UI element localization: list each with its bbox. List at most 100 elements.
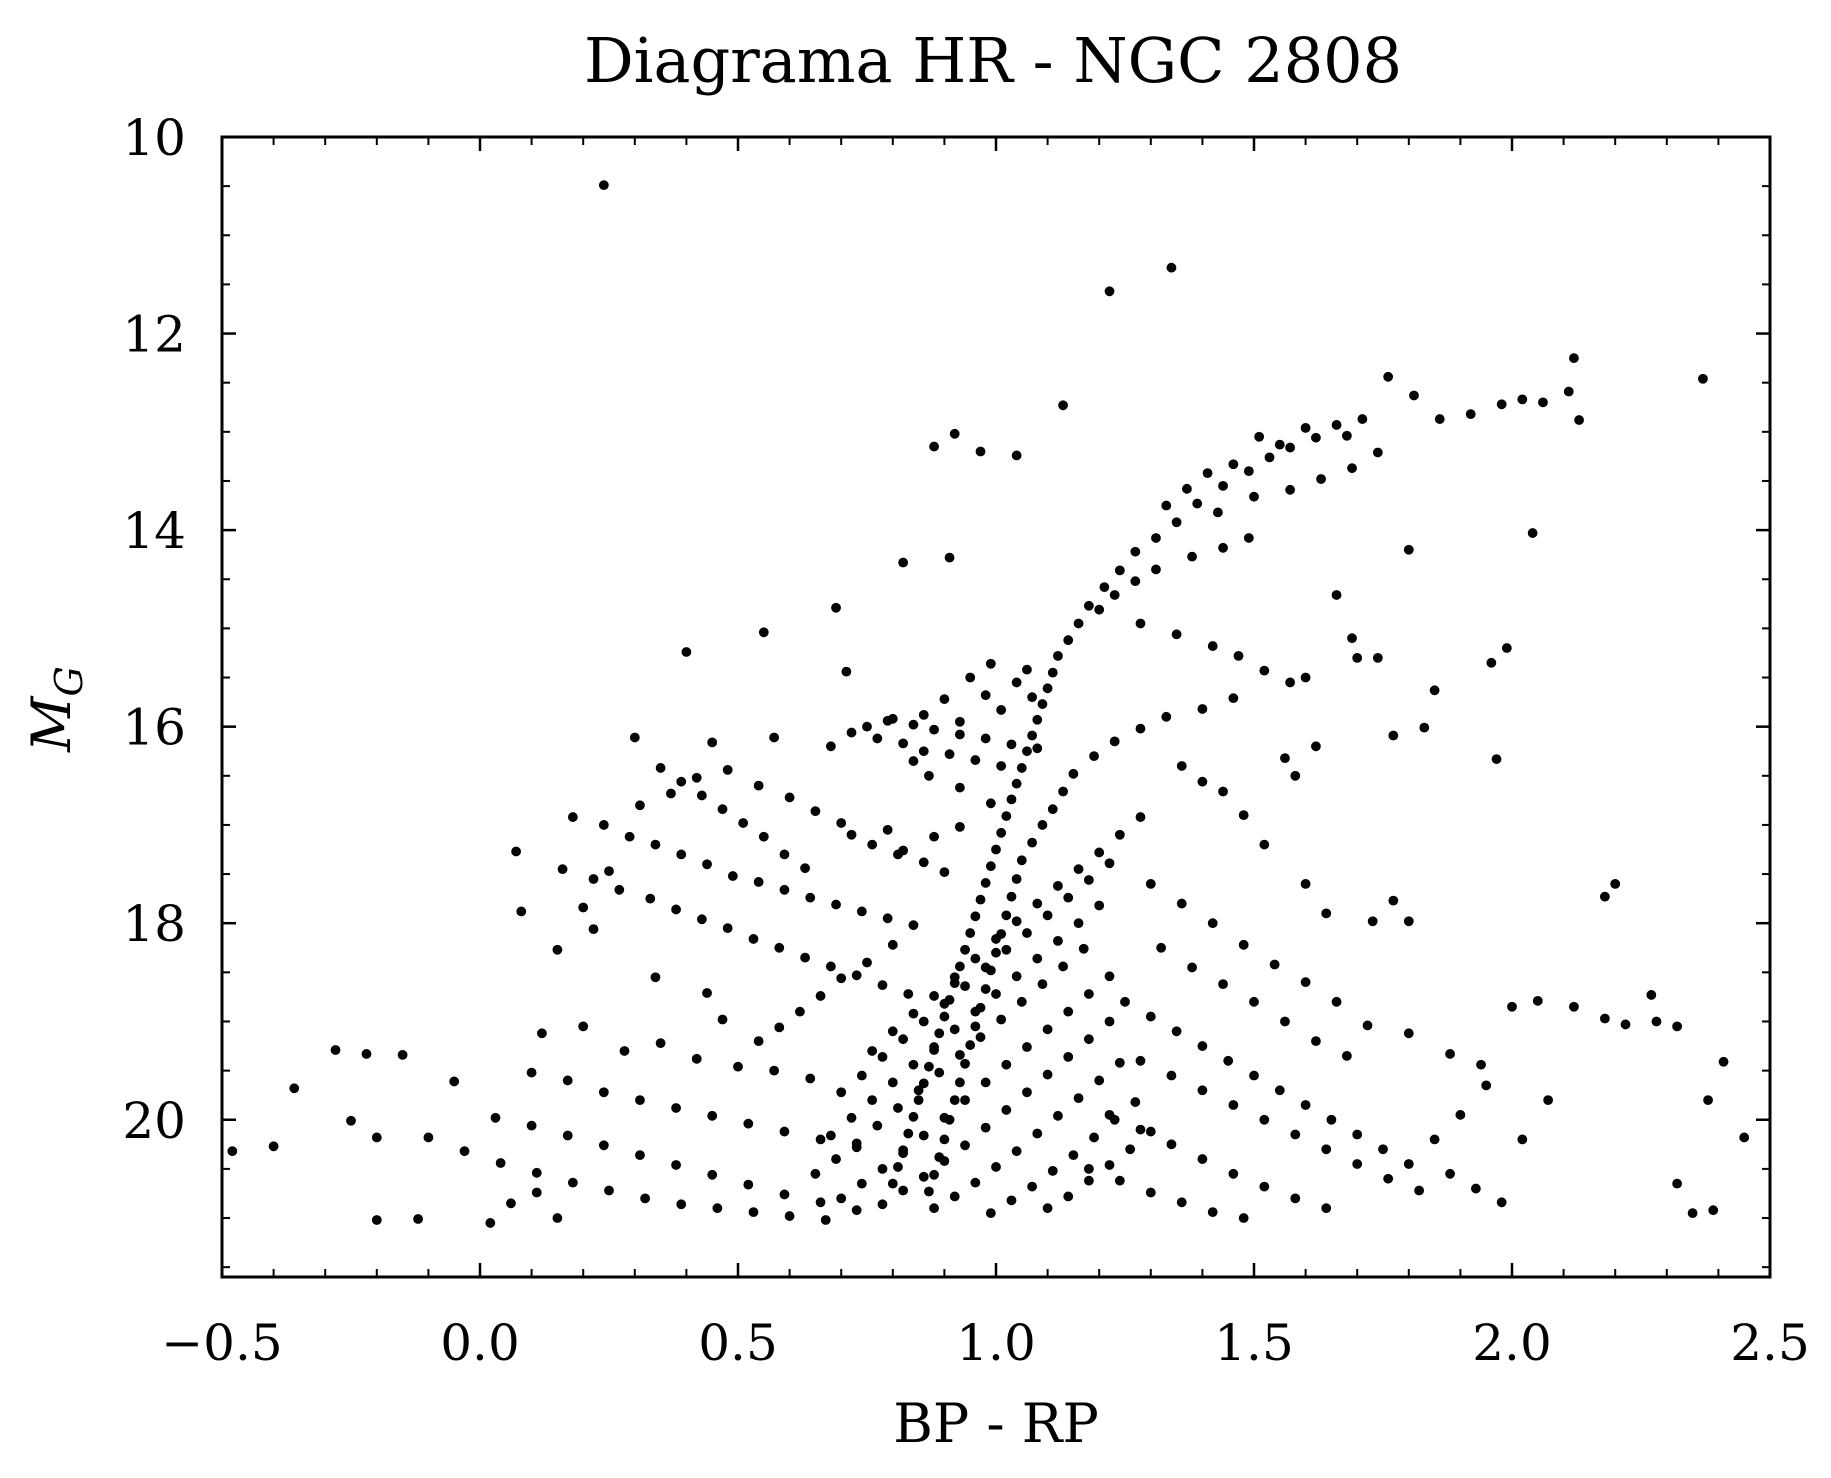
data-point-217 — [779, 884, 790, 895]
data-point-167 — [1135, 723, 1146, 734]
data-point-353 — [960, 981, 970, 991]
data-point-91 — [578, 902, 589, 913]
data-point-456 — [898, 845, 909, 856]
data-point-328 — [1517, 1134, 1528, 1145]
data-point-21 — [1331, 420, 1342, 430]
data-point-287 — [784, 1211, 795, 1221]
data-point-348 — [856, 1070, 867, 1081]
data-point-17 — [1496, 399, 1507, 410]
data-point-240 — [722, 765, 733, 775]
data-point-46 — [1001, 811, 1012, 821]
data-point-320 — [1114, 1175, 1125, 1186]
data-point-476 — [1238, 939, 1249, 950]
data-point-397 — [1001, 1059, 1012, 1070]
data-point-194 — [862, 721, 872, 732]
data-point-255 — [769, 1065, 780, 1076]
data-point-97 — [846, 829, 857, 840]
data-point-370 — [1011, 971, 1022, 982]
x-tick-label-1: 0.0 — [440, 1314, 520, 1372]
data-point-20 — [1357, 414, 1368, 424]
data-point-361 — [825, 1130, 836, 1141]
data-point-251 — [619, 1046, 630, 1056]
data-point-113 — [371, 1215, 382, 1225]
data-point-165 — [1197, 704, 1208, 714]
data-point-431 — [1109, 1114, 1120, 1125]
data-point-480 — [1156, 942, 1167, 953]
data-point-272 — [671, 1160, 681, 1170]
data-point-469 — [717, 804, 728, 815]
data-point-102 — [702, 988, 712, 998]
data-point-114 — [413, 1214, 423, 1224]
data-point-440 — [980, 690, 991, 701]
data-point-391 — [877, 1164, 888, 1174]
data-point-408 — [980, 1122, 991, 1133]
data-point-88 — [841, 666, 852, 677]
data-point-236 — [903, 989, 914, 999]
data-point-373 — [1073, 918, 1084, 929]
y-axis-label-group: MG — [20, 666, 91, 753]
data-point-42 — [1022, 746, 1032, 757]
data-point-117 — [506, 1198, 516, 1209]
data-point-465 — [800, 863, 810, 874]
data-point-481 — [1187, 962, 1197, 973]
data-point-73 — [1501, 643, 1512, 653]
data-point-484 — [1280, 1016, 1290, 1027]
data-point-409 — [1001, 1105, 1012, 1115]
data-point-296 — [1300, 1100, 1311, 1110]
data-point-185 — [965, 1040, 976, 1050]
data-point-206 — [944, 749, 955, 760]
data-point-174 — [1027, 837, 1038, 848]
data-point-420 — [1032, 1128, 1043, 1139]
data-point-16 — [1465, 409, 1476, 420]
data-point-238 — [666, 788, 676, 799]
data-point-133 — [1362, 1020, 1373, 1031]
data-point-487 — [1300, 879, 1311, 889]
data-point-135 — [1445, 1049, 1455, 1059]
data-point-53 — [965, 928, 976, 938]
data-point-169 — [1089, 751, 1099, 762]
data-point-143 — [1202, 468, 1213, 479]
data-point-263 — [743, 1118, 754, 1129]
data-point-464 — [717, 1014, 728, 1025]
data-point-357 — [1042, 910, 1053, 921]
data-point-419 — [1011, 1146, 1022, 1157]
data-point-138 — [1274, 439, 1285, 450]
data-point-127 — [1532, 995, 1543, 1006]
data-point-32 — [1099, 582, 1110, 592]
data-point-26 — [1218, 480, 1228, 491]
data-point-98 — [882, 824, 893, 835]
data-point-497 — [1238, 810, 1249, 820]
data-point-186 — [960, 1058, 970, 1069]
data-point-280 — [531, 1167, 542, 1178]
data-point-47 — [996, 827, 1007, 838]
data-point-369 — [991, 989, 1001, 999]
data-point-488 — [1321, 908, 1332, 919]
data-point-462 — [774, 1022, 785, 1033]
data-point-70 — [1527, 528, 1538, 538]
data-point-468 — [738, 818, 749, 828]
data-point-414 — [1104, 1016, 1115, 1027]
data-point-163 — [1285, 677, 1296, 688]
data-point-159 — [1171, 629, 1182, 640]
data-point-154 — [1151, 564, 1161, 575]
data-point-299 — [1378, 1144, 1388, 1155]
data-point-268 — [526, 1120, 537, 1131]
data-point-399 — [1042, 1024, 1053, 1035]
data-point-317 — [1290, 1193, 1301, 1204]
data-point-459 — [836, 973, 847, 984]
data-point-161 — [1233, 651, 1244, 661]
data-point-173 — [1037, 820, 1048, 830]
data-point-2 — [1166, 262, 1177, 273]
data-point-197 — [929, 724, 939, 735]
data-point-416 — [949, 1191, 960, 1202]
data-point-40 — [1032, 714, 1043, 725]
data-point-285 — [712, 1203, 723, 1214]
data-point-490 — [1311, 741, 1321, 752]
data-point-48 — [991, 844, 1001, 855]
data-point-230 — [748, 934, 759, 944]
data-point-444 — [939, 694, 950, 705]
x-tick-label-0: −0.5 — [161, 1314, 282, 1372]
data-point-351 — [918, 1016, 929, 1027]
data-point-302 — [1166, 1070, 1177, 1081]
data-point-148 — [1285, 484, 1296, 495]
